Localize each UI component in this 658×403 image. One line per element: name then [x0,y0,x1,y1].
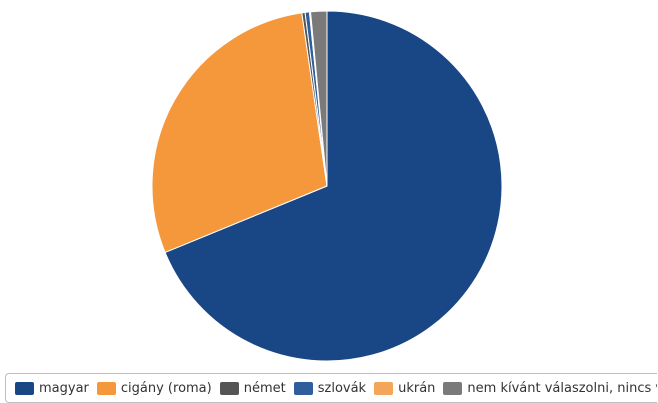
legend-swatch [219,381,239,395]
legend-swatch [293,381,313,395]
legend-swatch [443,381,463,395]
legend-item-magyar[interactable]: magyar [15,380,89,396]
legend-label: német [243,380,286,396]
slice-magyar[interactable] [164,10,503,362]
legend-swatch [15,381,34,395]
legend-label: magyar [39,380,89,396]
chart-legend: magyar cigány (roma) német szlovák ukrán… [5,373,657,403]
slice-cigany-roma[interactable] [151,12,328,253]
legend-item-nincs-valasz[interactable]: nem kívánt válaszolni, nincs válasz [443,380,657,396]
pie-chart [151,10,503,362]
legend-swatch [374,381,394,395]
legend-label: nem kívánt válaszolni, nincs válasz [467,380,657,396]
pie-slices [151,10,503,362]
legend-item-nemet[interactable]: német [219,380,286,396]
legend-item-szlovak[interactable]: szlovák [293,380,367,396]
legend-label: ukrán [398,380,436,396]
legend-label: szlovák [317,380,367,396]
legend-label: cigány (roma) [120,380,212,396]
legend-item-cigany-roma[interactable]: cigány (roma) [96,380,212,396]
legend-item-ukran[interactable]: ukrán [374,380,436,396]
slice-nincs-valasz[interactable] [310,10,328,187]
legend-swatch [96,381,116,395]
